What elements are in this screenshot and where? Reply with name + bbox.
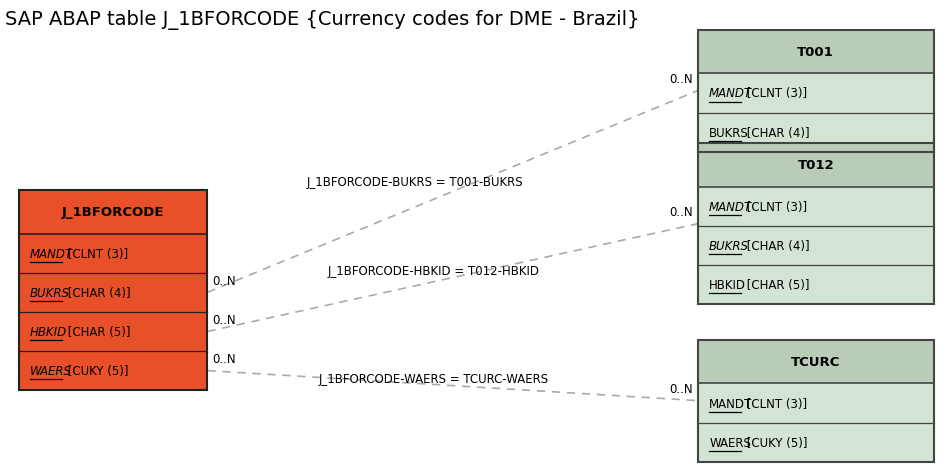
Text: J_1BFORCODE-WAERS = TCURC-WAERS: J_1BFORCODE-WAERS = TCURC-WAERS [319, 372, 549, 385]
Bar [698, 74, 934, 113]
Bar [19, 190, 207, 390]
Text: T012: T012 [798, 159, 834, 172]
Bar [698, 384, 934, 423]
Text: 0..N: 0..N [212, 274, 236, 287]
Bar [698, 227, 934, 266]
Text: HBKID: HBKID [709, 278, 746, 292]
Text: WAERS: WAERS [30, 364, 73, 377]
Bar [19, 351, 207, 390]
Text: J_1BFORCODE-BUKRS = T001-BUKRS: J_1BFORCODE-BUKRS = T001-BUKRS [306, 176, 523, 189]
Text: [CLNT (3)]: [CLNT (3)] [743, 200, 807, 214]
Text: J_1BFORCODE-HBKID = T012-HBKID: J_1BFORCODE-HBKID = T012-HBKID [328, 264, 539, 278]
Bar [698, 266, 934, 305]
Bar [19, 190, 207, 234]
Text: [CHAR (5)]: [CHAR (5)] [64, 325, 131, 338]
Text: T001: T001 [798, 46, 834, 59]
Text: [CUKY (5)]: [CUKY (5)] [743, 436, 807, 449]
Text: HBKID: HBKID [30, 325, 67, 338]
Text: [CLNT (3)]: [CLNT (3)] [743, 397, 807, 410]
Bar [698, 144, 934, 305]
Bar [698, 188, 934, 227]
Text: [CLNT (3)]: [CLNT (3)] [743, 87, 807, 100]
Text: SAP ABAP table J_1BFORCODE {Currency codes for DME - Brazil}: SAP ABAP table J_1BFORCODE {Currency cod… [5, 10, 639, 30]
Text: [CHAR (4)]: [CHAR (4)] [743, 239, 810, 253]
Bar [698, 30, 934, 152]
Bar [19, 312, 207, 351]
Text: [CHAR (5)]: [CHAR (5)] [743, 278, 810, 292]
Text: 0..N: 0..N [212, 352, 236, 365]
Text: MANDT: MANDT [709, 200, 753, 214]
Text: BUKRS: BUKRS [30, 286, 70, 299]
Text: 0..N: 0..N [212, 313, 236, 326]
Text: [CUKY (5)]: [CUKY (5)] [64, 364, 128, 377]
Bar [698, 423, 934, 462]
Bar [698, 113, 934, 152]
Bar [698, 30, 934, 74]
Text: [CHAR (4)]: [CHAR (4)] [64, 286, 131, 299]
Bar [19, 273, 207, 312]
Text: MANDT: MANDT [709, 87, 753, 100]
Bar [698, 144, 934, 188]
Text: 0..N: 0..N [670, 73, 693, 86]
Text: [CHAR (4)]: [CHAR (4)] [743, 126, 810, 139]
Bar [698, 340, 934, 384]
Text: TCURC: TCURC [791, 355, 840, 368]
Text: MANDT: MANDT [709, 397, 753, 410]
Text: WAERS: WAERS [709, 436, 751, 449]
Bar [698, 340, 934, 462]
Text: J_1BFORCODE: J_1BFORCODE [62, 206, 164, 219]
Text: BUKRS: BUKRS [709, 126, 749, 139]
Text: [CLNT (3)]: [CLNT (3)] [64, 247, 128, 260]
Bar [19, 234, 207, 273]
Text: BUKRS: BUKRS [709, 239, 749, 253]
Text: MANDT: MANDT [30, 247, 74, 260]
Text: 0..N: 0..N [670, 382, 693, 395]
Text: 0..N: 0..N [670, 206, 693, 218]
